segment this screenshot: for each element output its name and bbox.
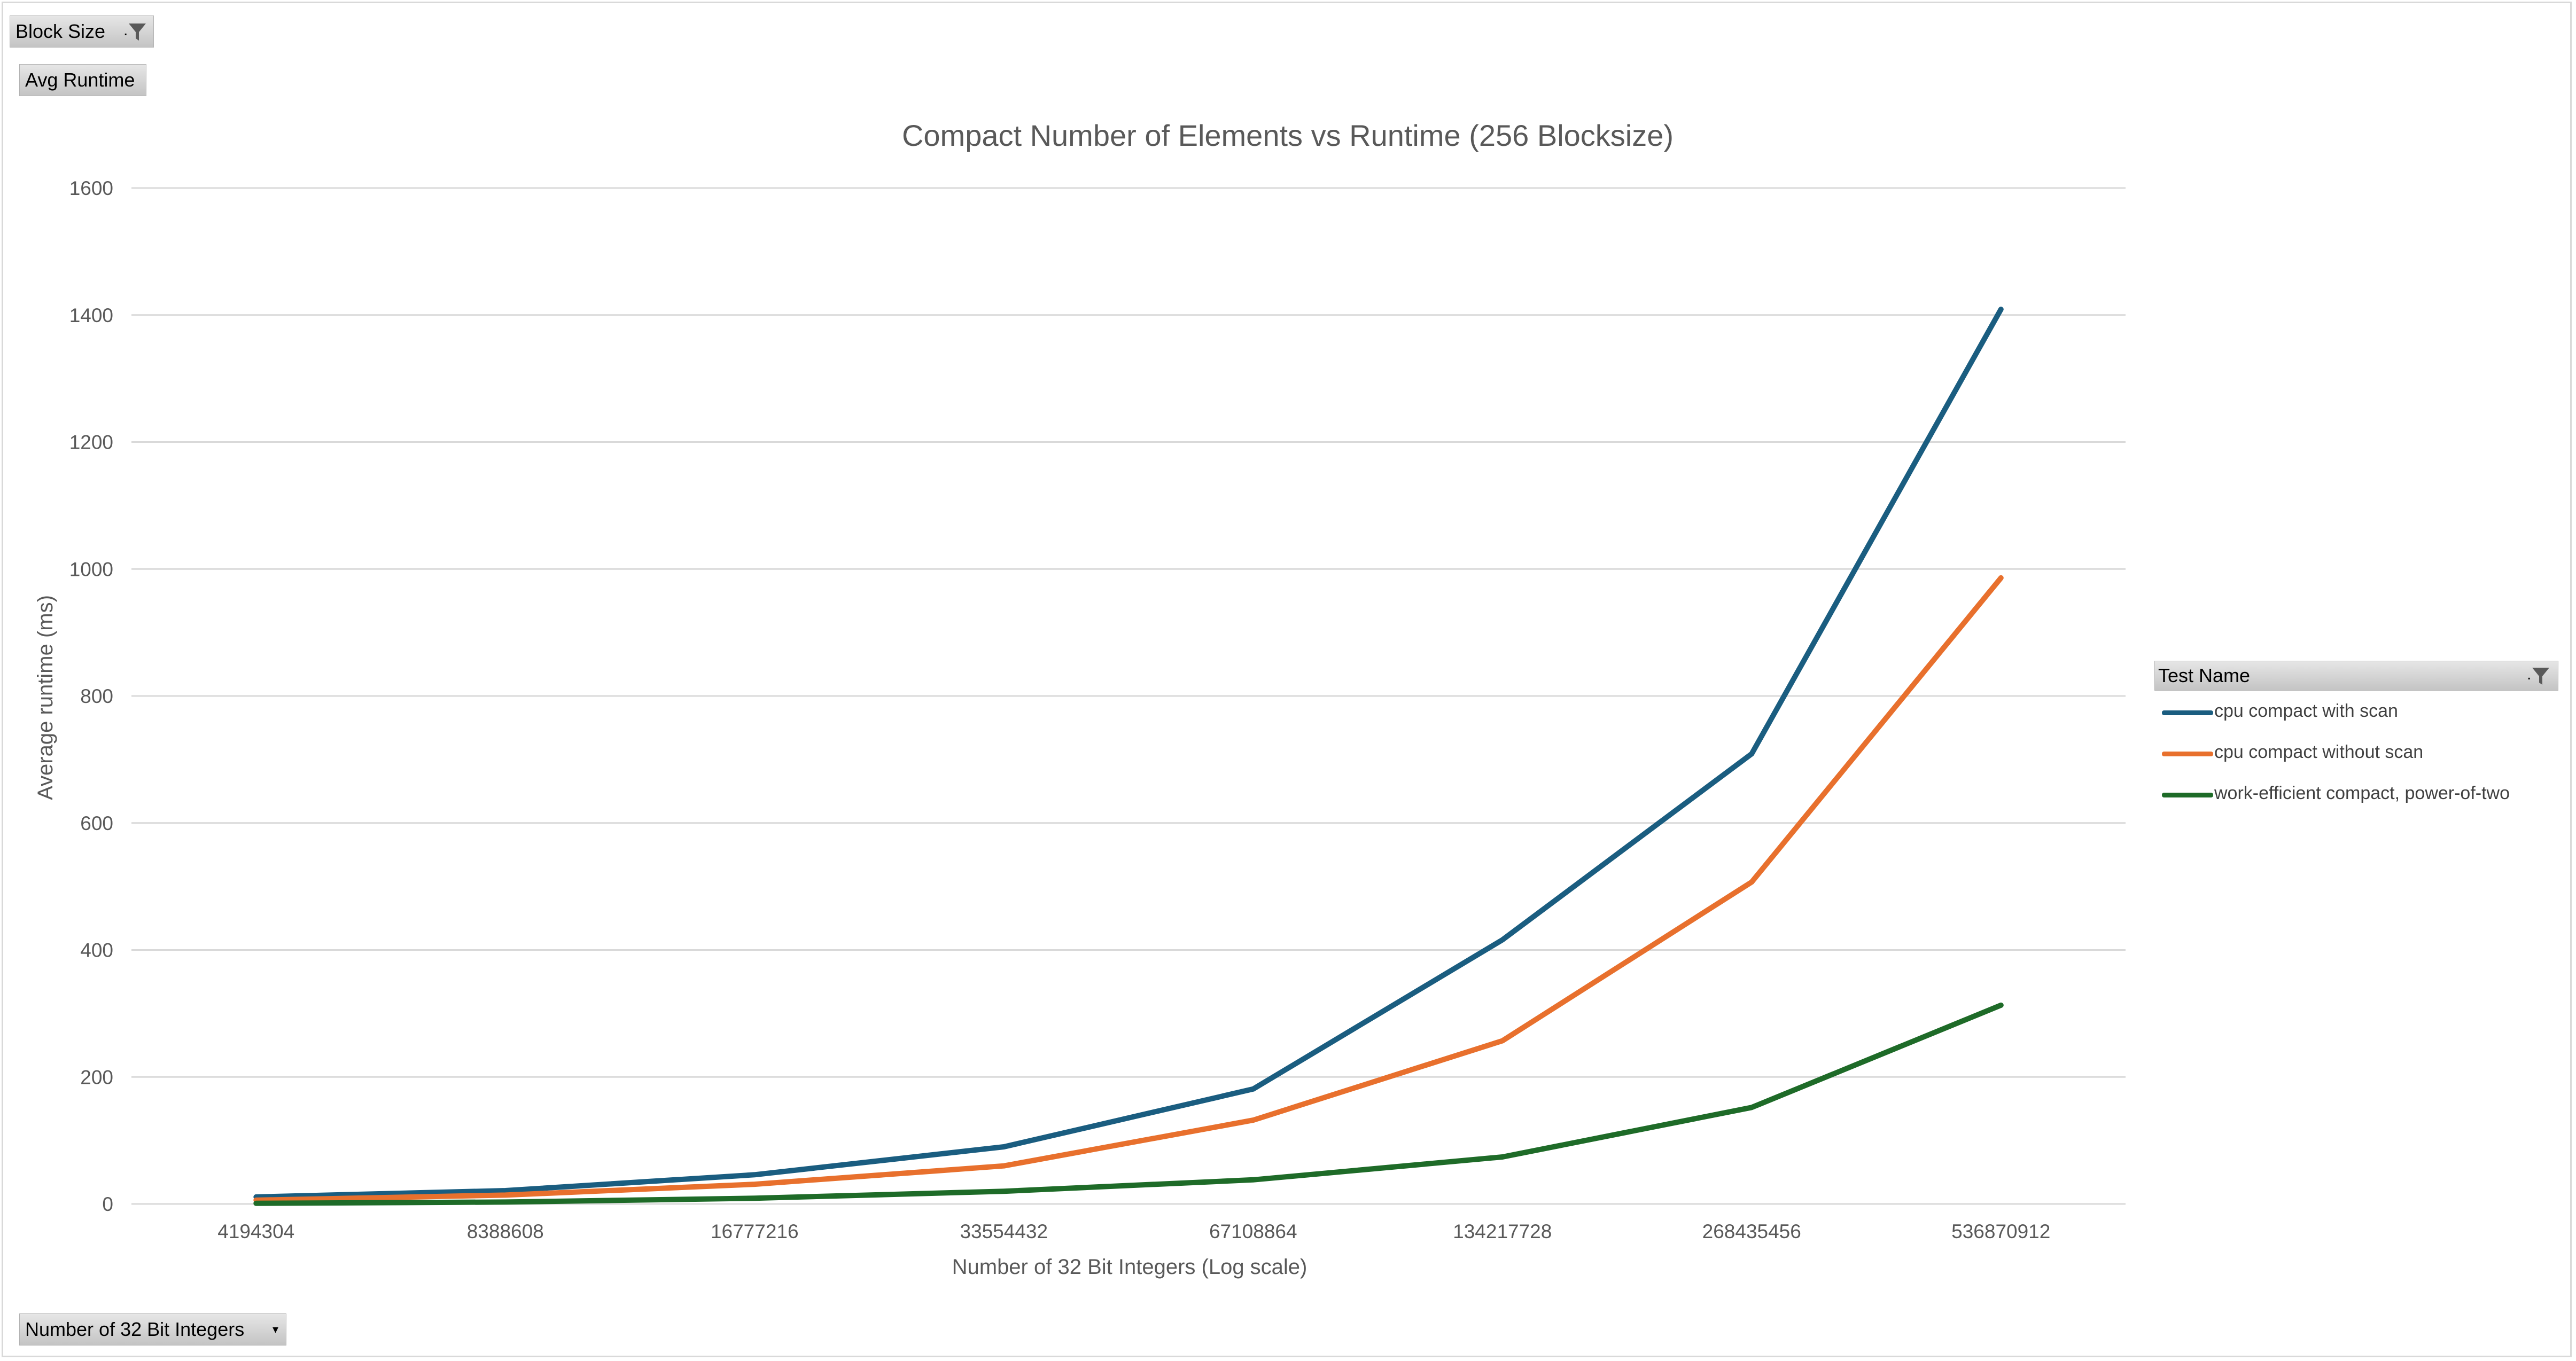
x-axis-ticks: 4194304 8388608 16777216 33554432 67108864 13… [217,1221,2050,1242]
legend-swatch [2162,793,2213,797]
series-line-0 [253,307,2004,1200]
test-name-filter-button[interactable]: Test Name . [2154,661,2558,691]
legend-swatch [2162,710,2213,715]
legend-swatch [2162,752,2213,756]
y-tick-label: 400 [80,940,113,961]
y-tick-label: 1400 [69,304,113,326]
legend-label: cpu compact with scan [2214,701,2398,721]
filter-icon[interactable]: . [2527,664,2552,688]
y-axis-ticks: 0 200 400 600 800 1000 1200 1400 1600 [69,177,113,1215]
x-tick-label: 134217728 [1453,1221,1552,1242]
legend-item-cpu-compact-with-scan: cpu compact with scan [2154,691,2558,732]
legend-item-cpu-compact-without-scan: cpu compact without scan [2154,732,2558,773]
legend-label: cpu compact without scan [2214,742,2424,762]
y-tick-label: 1600 [69,177,113,199]
y-tick-label: 1200 [69,432,113,453]
x-tick-label: 8388608 [467,1221,544,1242]
number-of-integers-field-button[interactable]: Number of 32 Bit Integers ▾ [19,1313,286,1346]
y-tick-label: 600 [80,812,113,834]
legend-header-label: Test Name [2158,664,2251,686]
dropdown-arrow-icon[interactable]: ▾ [272,1323,278,1336]
filter-icon[interactable]: . [123,20,149,44]
x-tick-label: 33554432 [960,1221,1048,1242]
gridlines [131,187,2126,1205]
x-tick-label: 16777216 [711,1221,799,1242]
x-tick-label: 268435456 [1702,1221,1801,1242]
x-tick-label: 67108864 [1209,1221,1297,1242]
avg-runtime-label: Avg Runtime [25,69,135,91]
x-axis-label: Number of 32 Bit Integers (Log scale) [952,1255,1308,1279]
legend-label: work-efficient compact, power-of-two [2214,783,2510,803]
legend: Test Name . cpu compact with scan cpu co… [2154,661,2558,814]
block-size-filter-button[interactable]: Block Size . [10,15,154,48]
chart-title: Compact Number of Elements vs Runtime (2… [902,119,1674,152]
x-tick-label: 4194304 [217,1221,294,1242]
y-tick-label: 0 [102,1193,113,1215]
series-lines [253,307,2004,1206]
y-axis-label: Average runtime (ms) [34,595,57,800]
legend-item-work-efficient-compact: work-efficient compact, power-of-two [2154,773,2558,814]
y-tick-label: 200 [80,1066,113,1088]
y-tick-label: 800 [80,685,113,707]
number-of-integers-label: Number of 32 Bit Integers [25,1318,245,1340]
series-line-1 [253,575,2004,1203]
series-line-2 [253,1002,2004,1206]
avg-runtime-field-button[interactable]: Avg Runtime [19,64,146,96]
block-size-label: Block Size [15,20,106,42]
x-tick-label: 536870912 [1951,1221,2050,1242]
y-tick-label: 1000 [69,558,113,580]
